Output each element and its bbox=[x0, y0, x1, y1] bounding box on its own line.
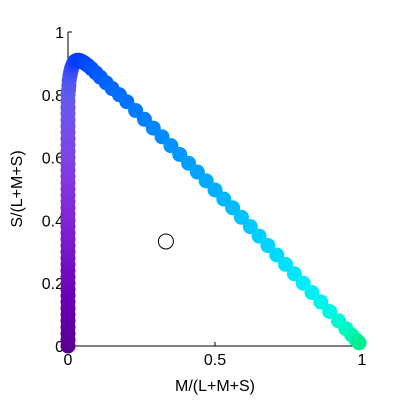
y-tick-label: 0.6 bbox=[42, 151, 64, 168]
y-axis-label: S/(L+M+S) bbox=[9, 150, 26, 227]
y-tick-label: 0.8 bbox=[42, 88, 64, 105]
locus-point bbox=[313, 294, 329, 310]
locus-point bbox=[225, 200, 241, 216]
x-tick-label: 1 bbox=[358, 352, 367, 369]
y-tick-label: 1 bbox=[55, 25, 64, 42]
locus-point bbox=[278, 256, 294, 272]
locus-point bbox=[251, 228, 267, 244]
data-points bbox=[60, 52, 367, 354]
locus-point bbox=[304, 285, 320, 301]
y-tick-label: 0.4 bbox=[42, 213, 64, 230]
y-ticks: 0 0.2 0.4 0.6 0.8 1 bbox=[42, 25, 72, 356]
locus-point bbox=[269, 247, 285, 263]
y-tick-label: 0.2 bbox=[42, 276, 64, 293]
locus-point bbox=[351, 335, 367, 351]
locus-point bbox=[295, 275, 311, 291]
locus-point bbox=[286, 266, 302, 282]
locus-point bbox=[322, 303, 338, 319]
locus-point bbox=[242, 219, 258, 235]
x-tick-label: 0 bbox=[64, 352, 73, 369]
x-tick-label: 0.5 bbox=[204, 352, 226, 369]
locus-point bbox=[233, 209, 249, 225]
equal-energy-point bbox=[157, 233, 174, 250]
locus-point bbox=[260, 238, 276, 254]
y-tick-label: 0 bbox=[55, 339, 64, 356]
x-axis-label: M/(L+M+S) bbox=[175, 378, 255, 395]
